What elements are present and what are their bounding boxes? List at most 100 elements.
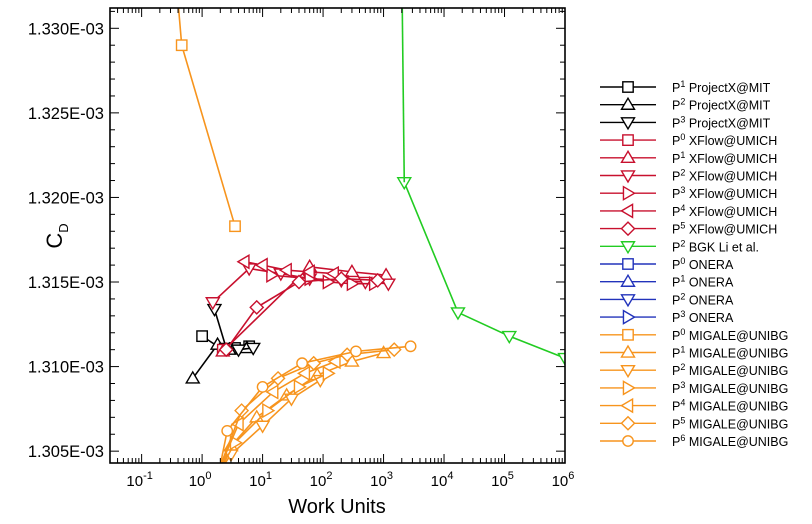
x-tick-exp: 3 xyxy=(387,470,393,482)
legend-marker xyxy=(622,258,634,270)
legend-item: P4 MIGALE@UNIBG xyxy=(600,398,788,414)
legend-item: P5 MIGALE@UNIBG xyxy=(600,415,788,431)
legend-p: P xyxy=(672,347,680,361)
x-tick-label: 103 xyxy=(370,470,393,490)
x-tick-label: 10-1 xyxy=(126,470,152,490)
x-tick-label: 105 xyxy=(491,470,514,490)
legend-label: P1 MIGALE@UNIBG xyxy=(672,345,788,361)
legend-name: ONERA xyxy=(685,276,734,290)
legend-name: ProjectX@MIT xyxy=(685,99,770,113)
y-axis-label: CD xyxy=(42,223,71,248)
legend-p: P xyxy=(672,293,680,307)
x-tick-label: 101 xyxy=(249,470,272,490)
legend-order: 5 xyxy=(680,415,685,425)
legend-p: P xyxy=(672,417,680,431)
data-point xyxy=(214,466,224,476)
series-line xyxy=(177,8,236,227)
data-point xyxy=(196,330,209,343)
data-point xyxy=(333,271,349,287)
legend-order: 4 xyxy=(680,398,685,408)
legend-order: 3 xyxy=(680,309,685,319)
legend-name: XFlow@UMICH xyxy=(685,223,777,237)
legend-name: MIGALE@UNIBG xyxy=(685,364,788,378)
legend-name: MIGALE@UNIBG xyxy=(685,400,788,414)
legend-marker xyxy=(620,415,636,431)
legend-order: 6 xyxy=(680,433,685,443)
data-point xyxy=(254,420,271,434)
legend-label: P1 ONERA xyxy=(672,274,734,290)
legend-p: P xyxy=(672,205,680,219)
data-point xyxy=(380,278,397,292)
legend-order: 4 xyxy=(680,203,685,213)
data-point xyxy=(249,299,265,315)
legend-label: P3 MIGALE@UNIBG xyxy=(672,380,788,396)
y-tick-label: 1.310E-03 xyxy=(28,359,104,377)
legend-item: P1 ONERA xyxy=(600,274,734,290)
legend-order: 1 xyxy=(680,274,685,284)
legend-p: P xyxy=(672,329,680,343)
data-point xyxy=(325,265,339,282)
legend-name: MIGALE@UNIBG xyxy=(685,435,788,449)
legend-name: ProjectX@MIT xyxy=(685,116,770,130)
legend-item: P5 XFlow@UMICH xyxy=(600,221,777,237)
data-point xyxy=(230,344,247,358)
legend-order: 0 xyxy=(680,132,685,142)
legend-item: P0 MIGALE@UNIBG xyxy=(600,327,788,343)
legend-label: P0 MIGALE@UNIBG xyxy=(672,327,788,343)
x-axis: 10-1 100 101 102 103 104 105 106 xyxy=(117,8,574,490)
legend-order: 2 xyxy=(680,362,685,372)
legend-item: P2 ProjectX@MIT xyxy=(600,97,771,113)
y-tick-label: 1.320E-03 xyxy=(28,189,104,207)
x-tick-base: 10 xyxy=(310,473,327,490)
legend-marker xyxy=(622,185,636,201)
legend-marker xyxy=(620,96,636,110)
legend-marker xyxy=(620,397,634,414)
legend-marker xyxy=(622,435,634,447)
legend-marker xyxy=(620,364,636,379)
legend-p: P xyxy=(672,116,680,130)
legend-p: P xyxy=(672,382,680,396)
series-14 xyxy=(175,8,241,233)
legend-order: 1 xyxy=(680,150,685,160)
legend-name: ProjectX@MIT xyxy=(685,81,770,95)
x-tick-base: 10 xyxy=(491,473,508,490)
series-line xyxy=(403,181,565,359)
legend-label: P0 XFlow@UMICH xyxy=(672,132,777,148)
data-point xyxy=(350,345,362,358)
legend-order: 3 xyxy=(680,185,685,195)
legend-item: P3 XFlow@UMICH xyxy=(600,185,777,201)
legend-marker xyxy=(620,241,636,255)
plot-frame xyxy=(109,7,566,464)
data-point xyxy=(262,402,276,419)
legend-p: P xyxy=(672,240,680,254)
data-point xyxy=(346,275,360,292)
data-point xyxy=(245,342,261,356)
data-point xyxy=(375,345,392,359)
data-point xyxy=(175,39,188,52)
series-20 xyxy=(214,340,417,476)
legend-name: XFlow@UMICH xyxy=(685,134,777,148)
x-tick-base: 10 xyxy=(189,473,206,490)
legend-label: P1 ProjectX@MIT xyxy=(672,79,771,95)
data-point xyxy=(185,370,201,384)
data-point xyxy=(386,342,402,358)
series-layer xyxy=(175,8,565,476)
legend-order: 2 xyxy=(680,168,685,178)
legend-item: P0 XFlow@UMICH xyxy=(600,132,777,148)
legend-label: P5 XFlow@UMICH xyxy=(672,221,777,237)
y-axis-label-main: C xyxy=(42,233,67,249)
legend-item: P3 ONERA xyxy=(600,309,734,325)
legend-p: P xyxy=(672,134,680,148)
legend-label: P4 XFlow@UMICH xyxy=(672,203,777,219)
legend-name: XFlow@UMICH xyxy=(685,205,777,219)
legend-marker xyxy=(622,328,634,341)
legend-item: P2 ONERA xyxy=(600,291,734,307)
x-tick-label: 100 xyxy=(189,470,212,490)
data-point xyxy=(370,272,386,288)
legend-p: P xyxy=(672,170,680,184)
legend-p: P xyxy=(672,276,680,290)
x-tick-exp: 0 xyxy=(205,470,211,482)
x-tick-exp: 2 xyxy=(326,470,332,482)
legend-item: P1 MIGALE@UNIBG xyxy=(600,345,788,361)
series-15 xyxy=(222,345,392,463)
